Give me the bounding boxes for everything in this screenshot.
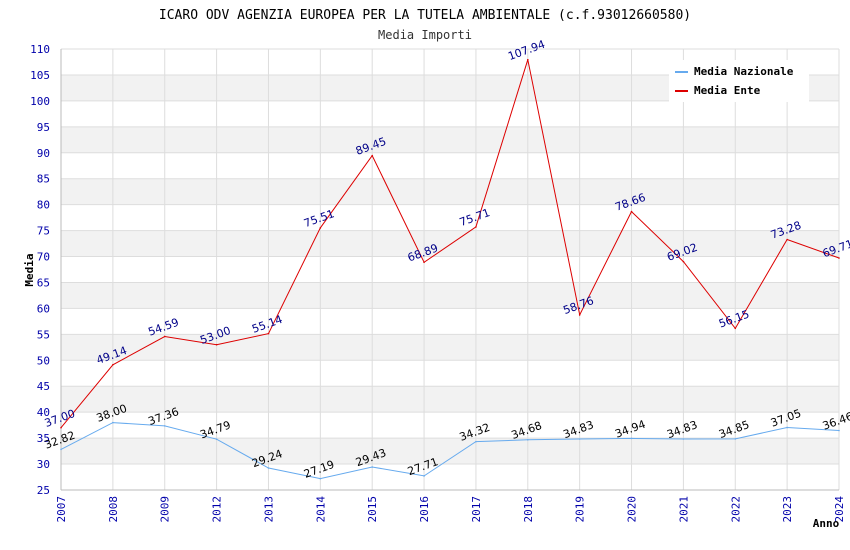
y-tick-label: 30 — [37, 458, 50, 471]
data-point-media-ente — [371, 154, 374, 157]
legend-label-media-nazionale: Media Nazionale — [694, 65, 794, 78]
y-tick-label: 25 — [37, 484, 50, 497]
grid-band — [61, 334, 839, 361]
y-tick-label: 100 — [30, 95, 50, 108]
chart-title: ICARO ODV AGENZIA EUROPEA PER LA TUTELA … — [159, 8, 691, 23]
data-point-media-ente — [527, 58, 529, 61]
data-point-media-nazionale — [267, 467, 270, 469]
data-point-media-ente — [682, 260, 685, 263]
data-point-media-nazionale — [215, 438, 218, 441]
y-tick-label: 105 — [30, 69, 50, 82]
data-point-media-ente — [163, 335, 166, 338]
data-point-media-nazionale — [630, 437, 633, 440]
grid-bands — [61, 74, 839, 465]
x-tick-label: 2022 — [729, 496, 742, 523]
data-point-media-nazionale — [682, 438, 685, 440]
grid-band — [61, 126, 839, 153]
y-tick-label: 55 — [37, 328, 50, 341]
data-label-media-ente: 75.71 — [458, 206, 492, 229]
y-tick-label: 70 — [37, 251, 50, 264]
data-point-media-nazionale — [734, 438, 737, 440]
y-tick-label: 95 — [37, 121, 50, 134]
grid-band — [61, 282, 839, 309]
x-tick-label: 2007 — [55, 496, 68, 523]
grid-lines — [60, 48, 840, 491]
y-tick-label: 50 — [37, 354, 50, 367]
data-point-media-ente — [578, 314, 581, 316]
grid-band — [61, 386, 839, 413]
data-label-media-ente: 107.94 — [506, 38, 547, 63]
y-tick-label: 110 — [30, 43, 50, 56]
data-point-media-nazionale — [60, 448, 62, 451]
data-point-media-ente — [60, 426, 62, 429]
data-point-media-ente — [475, 226, 477, 228]
x-tick-label: 2019 — [574, 496, 587, 523]
y-tick-label: 65 — [37, 276, 50, 289]
data-point-media-ente — [734, 327, 737, 330]
y-axis-label: Media — [23, 253, 36, 286]
grid-band — [61, 230, 839, 257]
legend: Media Nazionale Media Ente — [669, 60, 809, 102]
legend-label-media-ente: Media Ente — [694, 84, 761, 97]
x-axis-ticks: 2007 2008 2009 2012 2013 2014 2015 2016 2017 2018… — [55, 496, 846, 523]
x-tick-label: 2009 — [159, 496, 172, 523]
x-tick-label: 2013 — [262, 496, 275, 523]
series-layer — [60, 58, 840, 480]
data-point-media-nazionale — [838, 429, 840, 432]
data-point-media-nazionale — [527, 438, 529, 441]
data-label-media-nazionale: 36.46 — [821, 410, 850, 433]
x-tick-label: 2014 — [314, 496, 327, 523]
y-tick-label: 80 — [37, 199, 50, 212]
x-tick-label: 2018 — [522, 496, 535, 523]
data-point-media-nazionale — [786, 426, 788, 429]
legend-box — [669, 60, 809, 102]
y-tick-label: 40 — [37, 406, 50, 419]
x-tick-label: 2017 — [470, 496, 483, 523]
data-point-media-ente — [630, 210, 633, 213]
x-tick-label: 2023 — [781, 496, 794, 523]
data-point-media-ente — [112, 363, 114, 366]
data-point-media-ente — [267, 332, 270, 335]
data-point-media-nazionale — [112, 421, 114, 424]
data-point-media-ente — [423, 261, 425, 264]
x-tick-label: 2016 — [418, 496, 431, 523]
y-tick-label: 85 — [37, 173, 50, 186]
x-tick-label: 2021 — [677, 496, 690, 523]
chart-subtitle: Media Importi — [378, 28, 472, 42]
x-tick-label: 2020 — [626, 496, 639, 523]
x-tick-label: 2008 — [107, 496, 120, 523]
y-tick-label: 45 — [37, 380, 50, 393]
data-point-media-ente — [786, 238, 788, 241]
y-tick-label: 60 — [37, 302, 50, 315]
data-label-media-ente: 75.51 — [302, 207, 336, 230]
series-line-media-ente — [60, 59, 840, 429]
data-point-media-nazionale — [578, 438, 581, 440]
data-point-media-nazionale — [163, 425, 166, 427]
y-tick-label: 90 — [37, 147, 50, 160]
data-point-media-nazionale — [319, 477, 322, 480]
series-line-media-nazionale — [60, 422, 840, 480]
data-point-media-nazionale — [475, 440, 477, 443]
data-point-media-ente — [215, 343, 218, 346]
x-tick-label: 2012 — [211, 496, 224, 523]
data-label-media-nazionale: 34.94 — [613, 418, 647, 441]
y-axis-ticks: 25 30 35 40 45 50 55 60 65 70 75 80 85 90 95 100 105 110 — [30, 43, 50, 497]
data-point-media-nazionale — [371, 466, 374, 468]
y-tick-label: 35 — [37, 432, 50, 445]
y-tick-label: 75 — [37, 225, 50, 238]
data-point-media-ente — [319, 227, 322, 229]
data-point-media-ente — [838, 257, 840, 259]
x-axis-label: Anno — [813, 517, 840, 530]
x-tick-label: 2024 — [833, 496, 846, 523]
data-label-media-ente: 55.14 — [250, 313, 284, 336]
grid-band — [61, 178, 839, 205]
grid-band — [61, 438, 839, 465]
data-point-media-nazionale — [423, 475, 425, 477]
x-tick-label: 2015 — [366, 496, 379, 523]
